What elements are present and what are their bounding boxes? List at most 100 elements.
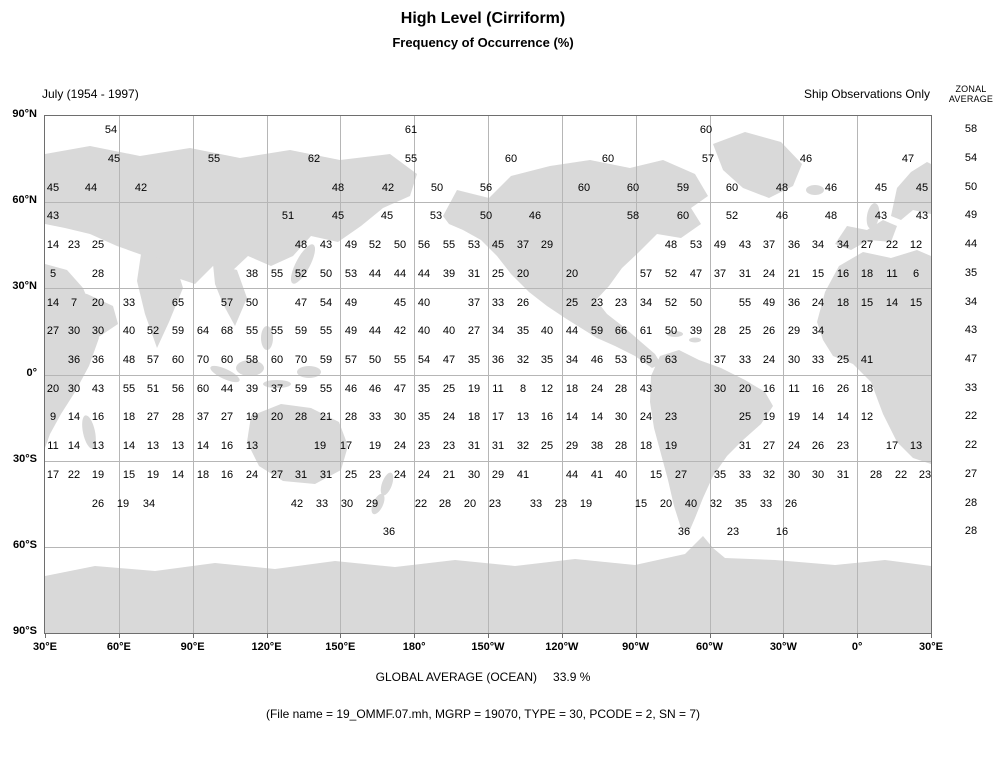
grid-value: 24 [590, 383, 604, 395]
grid-value: 31 [738, 440, 752, 452]
grid-value: 29 [491, 469, 505, 481]
grid-value: 59 [294, 325, 308, 337]
grid-value: 37 [196, 411, 210, 423]
grid-value: 36 [787, 239, 801, 251]
grid-value: 60 [270, 354, 284, 366]
grid-value: 23 [590, 297, 604, 309]
grid-value: 26 [516, 297, 530, 309]
grid-value: 44 [368, 268, 382, 280]
grid-value: 27 [762, 440, 776, 452]
lon-tick-label: 90°W [622, 641, 650, 653]
grid-value: 15 [909, 297, 923, 309]
grid-value: 23 [918, 469, 932, 481]
grid-value: 57 [701, 153, 715, 165]
grid-value: 28 [869, 469, 883, 481]
grid-value: 50 [393, 239, 407, 251]
grid-value: 52 [294, 268, 308, 280]
grid-value: 28 [614, 383, 628, 395]
grid-value: 28 [713, 325, 727, 337]
lon-tick-mark [635, 633, 637, 638]
landmass-madagascar [82, 415, 96, 449]
grid-value: 31 [738, 268, 752, 280]
grid-value: 35 [734, 498, 748, 510]
lon-tick-mark [414, 633, 416, 638]
grid-value: 47 [442, 354, 456, 366]
grid-value: 31 [491, 440, 505, 452]
grid-value: 53 [614, 354, 628, 366]
lon-tick-label: 150°E [325, 641, 356, 653]
zonal-average-value: 28 [964, 497, 978, 509]
grid-value: 17 [339, 440, 353, 452]
grid-value: 57 [344, 354, 358, 366]
grid-value: 40 [540, 325, 554, 337]
grid-value: 20 [270, 411, 284, 423]
grid-value: 18 [639, 440, 653, 452]
landmass-south-america [650, 350, 773, 532]
grid-value: 50 [368, 354, 382, 366]
grid-value: 47 [294, 297, 308, 309]
grid-value: 23 [836, 440, 850, 452]
grid-value: 58 [626, 210, 640, 222]
lon-tick-mark [488, 633, 489, 638]
grid-value: 30 [787, 469, 801, 481]
grid-value: 34 [811, 239, 825, 251]
grid-value: 31 [836, 469, 850, 481]
grid-value: 55 [319, 383, 333, 395]
landmass-sumatra [210, 365, 240, 383]
grid-value: 27 [146, 411, 160, 423]
lat-tick-label: 30°S [13, 452, 37, 465]
grid-value: 21 [319, 411, 333, 423]
grid-value: 14 [171, 469, 185, 481]
grid-value: 54 [417, 354, 431, 366]
lon-tick-mark [266, 633, 268, 638]
grid-value: 13 [146, 440, 160, 452]
lon-tick-mark [340, 633, 342, 638]
grid-value: 13 [516, 411, 530, 423]
grid-value: 26 [784, 498, 798, 510]
landmass-caribbean-1 [667, 331, 683, 337]
grid-value: 30 [393, 411, 407, 423]
grid-value: 9 [49, 411, 57, 423]
global-average-value: 33.9 % [553, 670, 591, 684]
grid-value: 55 [122, 383, 136, 395]
source-label: Ship Observations Only [803, 87, 930, 101]
grid-value: 45 [331, 210, 345, 222]
parallel-grid-line [45, 202, 931, 204]
grid-value: 36 [382, 526, 396, 538]
grid-value: 48 [824, 210, 838, 222]
parallel-grid-line [45, 374, 931, 376]
grid-value: 14 [590, 411, 604, 423]
grid-value: 62 [307, 153, 321, 165]
grid-value: 35 [516, 325, 530, 337]
grid-value: 14 [196, 440, 210, 452]
grid-value: 46 [528, 210, 542, 222]
grid-value: 23 [67, 239, 81, 251]
grid-value: 24 [811, 297, 825, 309]
grid-value: 30 [787, 354, 801, 366]
lon-axis: 30°E 60°E 90°E 120°E 150°E 180° 150°W 120°W 90°W… [33, 633, 943, 661]
landmass-se-asia [213, 264, 247, 326]
grid-value: 23 [442, 440, 456, 452]
zonal-average-value: 27 [964, 468, 978, 480]
lat-tick-label: 60°S [13, 538, 37, 551]
grid-value: 12 [860, 411, 874, 423]
zonal-average-value: 22 [964, 439, 978, 451]
grid-value: 26 [762, 325, 776, 337]
grid-value: 55 [207, 153, 221, 165]
grid-value: 14 [67, 411, 81, 423]
lon-tick-label: 30°W [769, 641, 797, 653]
zonal-average-header: ZONAL AVERAGE [944, 84, 998, 104]
grid-value: 30 [67, 383, 81, 395]
grid-value: 36 [491, 354, 505, 366]
grid-value: 43 [46, 210, 60, 222]
grid-value: 27 [46, 325, 60, 337]
lon-tick-mark [783, 633, 785, 638]
lon-tick-label: 30°E [919, 641, 943, 653]
grid-value: 56 [171, 383, 185, 395]
grid-value: 60 [601, 153, 615, 165]
grid-value: 29 [787, 325, 801, 337]
parallel-grid-line [45, 460, 931, 462]
parallel-grid-line [45, 288, 931, 290]
lon-tick-mark [192, 633, 194, 638]
